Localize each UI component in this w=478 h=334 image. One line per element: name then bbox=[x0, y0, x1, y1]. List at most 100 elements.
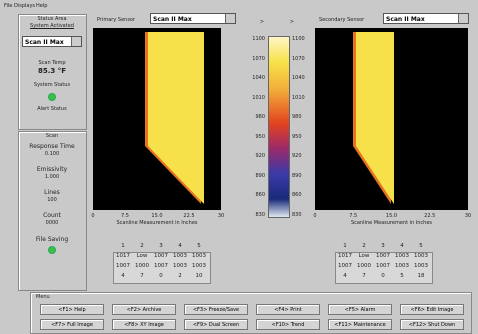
sensor-dropdown[interactable]: Scan II Max bbox=[150, 13, 236, 24]
scale-arrow: > bbox=[259, 19, 265, 25]
menu-item: Help bbox=[36, 3, 48, 9]
table-cell: 1 bbox=[343, 243, 347, 249]
axis-tick: 22.5 bbox=[183, 213, 195, 219]
table-cell: 1017 bbox=[338, 253, 352, 259]
axis-tick: 30 bbox=[217, 213, 225, 219]
sensor-dropdown[interactable]: Scan II Max bbox=[383, 13, 469, 24]
status-box bbox=[18, 14, 87, 130]
table-cell: 1003 bbox=[173, 263, 187, 269]
scale-label: 1100 bbox=[292, 36, 305, 42]
function-button[interactable]: <F8> XY Image bbox=[112, 319, 176, 330]
thermal-image bbox=[93, 28, 221, 210]
function-button[interactable]: <F2> Archive bbox=[112, 304, 176, 315]
file-saving-led bbox=[48, 246, 56, 254]
menu-title: Menu bbox=[36, 294, 50, 300]
hot-region bbox=[338, 32, 394, 204]
table-cell: 2 bbox=[140, 243, 144, 249]
table-cell: 1007 bbox=[376, 263, 390, 269]
table-cell: 2 bbox=[362, 243, 366, 249]
table-cell: 1017 bbox=[116, 253, 130, 259]
scale-label: 920 bbox=[255, 153, 265, 160]
table-cell: 1003 bbox=[395, 253, 409, 259]
data-table bbox=[113, 252, 211, 284]
function-button[interactable]: <F1> Help bbox=[40, 304, 104, 315]
table-cell: 1007 bbox=[154, 263, 168, 269]
table-cell: 4 bbox=[121, 273, 125, 279]
alert-status: Alert Status bbox=[37, 106, 67, 112]
scan-item-label: Emissivity bbox=[36, 166, 68, 173]
scan-item-value: 0000 bbox=[45, 220, 59, 226]
table-cell: Low bbox=[136, 253, 148, 259]
table-cell: 3 bbox=[381, 243, 385, 249]
table-cell: 4 bbox=[343, 273, 347, 279]
data-table bbox=[335, 252, 433, 284]
axis-tick: 15.0 bbox=[151, 213, 163, 219]
sensor-label: Primary Sensor bbox=[97, 17, 136, 23]
table-cell: 5 bbox=[197, 243, 201, 249]
table-cell: 1003 bbox=[192, 263, 206, 269]
table-cell: 1003 bbox=[395, 263, 409, 269]
table-cell: 1 bbox=[121, 243, 125, 249]
function-button[interactable]: <F7> Full Image bbox=[40, 319, 104, 330]
table-cell: 1007 bbox=[338, 263, 352, 269]
scale-label: 1100 bbox=[252, 36, 265, 42]
function-button[interactable]: <F6> Edit Image bbox=[400, 304, 464, 315]
scan-item-value: 1.000 bbox=[44, 174, 60, 180]
scan-temp: 85.3 °F bbox=[38, 67, 66, 75]
function-button[interactable]: <F11> Maintenance bbox=[328, 319, 392, 330]
table-cell: 0 bbox=[381, 273, 385, 279]
scan-box bbox=[18, 131, 87, 291]
sensor-dropdown[interactable]: Scan II Max bbox=[22, 36, 82, 47]
scale-label: 920 bbox=[292, 153, 302, 160]
table-cell: 1003 bbox=[173, 253, 187, 259]
function-button[interactable]: <F12> Shut Down bbox=[400, 319, 464, 330]
axis-tick: 22.5 bbox=[424, 213, 436, 219]
table-cell: 1007 bbox=[376, 253, 390, 259]
function-button[interactable]: <F10> Trend bbox=[256, 319, 320, 330]
table-cell: 18 bbox=[417, 273, 425, 279]
table-cell: 1007 bbox=[154, 253, 168, 259]
scan-item-label: Response Time bbox=[29, 143, 75, 150]
menu-item: File bbox=[4, 3, 13, 9]
status-subtitle: System Activated bbox=[30, 23, 74, 29]
axis-title: Scanline Measurement in Inches bbox=[116, 220, 198, 226]
scale-arrow: > bbox=[289, 19, 295, 25]
scan-title: Scan bbox=[45, 133, 59, 139]
axis-tick: 0 bbox=[313, 213, 317, 219]
function-button[interactable]: <F5> Alarm bbox=[328, 304, 392, 315]
system-status: System Status bbox=[33, 82, 71, 88]
axis-title: Scanline Measurement in Inches bbox=[350, 220, 433, 226]
scale-label: 1070 bbox=[252, 55, 265, 62]
function-button[interactable]: <F4> Print bbox=[256, 304, 320, 315]
menu-item: Displays bbox=[14, 3, 36, 9]
table-cell: 7 bbox=[140, 273, 144, 279]
table-cell: 1000 bbox=[135, 263, 149, 269]
table-cell: 10 bbox=[195, 273, 203, 279]
scan-item-value: 0.100 bbox=[44, 151, 60, 157]
table-cell: 1003 bbox=[414, 263, 428, 269]
scale-label: 890 bbox=[255, 172, 265, 179]
table-cell: 3 bbox=[159, 243, 163, 249]
table-cell: 4 bbox=[178, 243, 182, 249]
scale-label: 890 bbox=[292, 172, 302, 179]
scan-temp-label: Scan Temp bbox=[38, 60, 66, 66]
hot-region bbox=[108, 32, 204, 204]
axis-tick: 7.5 bbox=[121, 213, 129, 219]
function-button[interactable]: <F9> Dual Screen bbox=[184, 319, 248, 330]
table-cell: 2 bbox=[178, 273, 182, 279]
thermal-image bbox=[315, 28, 468, 210]
table-cell: 7 bbox=[362, 273, 366, 279]
table-cell: Low bbox=[358, 253, 370, 259]
table-cell: 1000 bbox=[357, 263, 371, 269]
table-cell: 5 bbox=[419, 243, 423, 249]
scale-label: 1010 bbox=[252, 94, 265, 101]
table-cell: 4 bbox=[400, 243, 404, 249]
scale-label: 950 bbox=[292, 133, 302, 140]
axis-tick: 7.5 bbox=[349, 213, 358, 219]
status-led bbox=[48, 93, 56, 101]
scale-label: 1010 bbox=[292, 94, 305, 101]
function-button[interactable]: <F3> Freeze/Save bbox=[184, 304, 248, 315]
scale-label: 830 bbox=[255, 212, 265, 218]
scale-label: 950 bbox=[255, 133, 265, 140]
